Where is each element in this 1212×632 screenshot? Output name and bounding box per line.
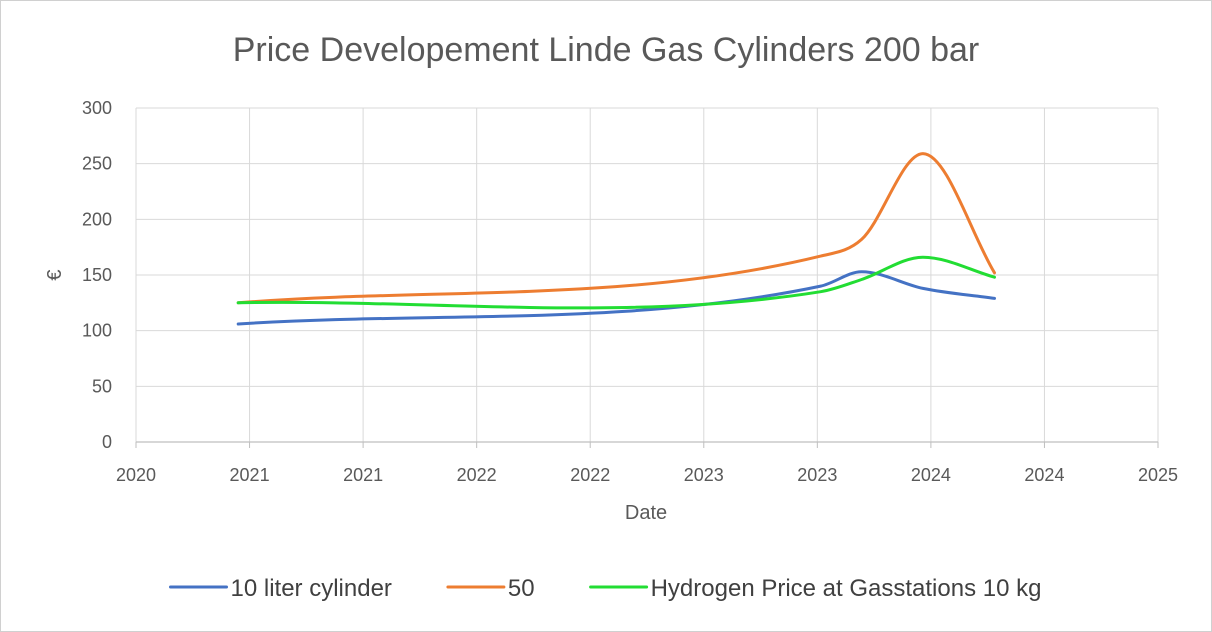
- legend-label: Hydrogen Price at Gasstations 10 kg: [651, 575, 1042, 602]
- series-lines: [236, 152, 996, 326]
- y-tick-label: 250: [82, 154, 112, 174]
- y-tick-label: 150: [82, 265, 112, 285]
- legend-item: 50: [446, 575, 535, 602]
- series-line-10-liter-cylinder: [236, 270, 996, 326]
- x-tick-label: 2020: [116, 465, 156, 485]
- x-tick-label: 2024: [911, 465, 951, 485]
- legend-item: 10 liter cylinder: [169, 575, 392, 602]
- legend-label: 10 liter cylinder: [231, 575, 392, 602]
- series-line-hydrogen-price-at-gasstations-10-kg: [236, 255, 996, 310]
- y-tick-label: 100: [82, 321, 112, 341]
- y-axis-title: €: [44, 269, 66, 280]
- x-tick-label: 2021: [343, 465, 383, 485]
- legend: 10 liter cylinder 50 Hydrogen Price at Gas…: [169, 575, 1042, 602]
- y-tick-label: 300: [82, 98, 112, 118]
- axes: 0 50 100 150 200 250 300 2020 2021 2021 2022 2022 20…: [82, 98, 1178, 485]
- chart-title: Price Developement Linde Gas Cylinders 2…: [233, 31, 980, 69]
- x-tick-label: 2022: [570, 465, 610, 485]
- x-tick-label: 2022: [457, 465, 497, 485]
- y-tick-label: 50: [92, 376, 112, 396]
- y-tick-label: 200: [82, 209, 112, 229]
- y-tick-label: 0: [102, 432, 112, 452]
- gridlines: [135, 107, 1159, 443]
- series-line-50: [236, 152, 996, 305]
- legend-item: Hydrogen Price at Gasstations 10 kg: [589, 575, 1042, 602]
- x-tick-label: 2023: [797, 465, 837, 485]
- x-tick-label: 2021: [230, 465, 270, 485]
- legend-label: 50: [508, 575, 535, 602]
- x-tick-label: 2023: [684, 465, 724, 485]
- x-tick-label: 2024: [1024, 465, 1064, 485]
- x-axis-title: Date: [625, 502, 667, 524]
- x-tick-label: 2025: [1138, 465, 1178, 485]
